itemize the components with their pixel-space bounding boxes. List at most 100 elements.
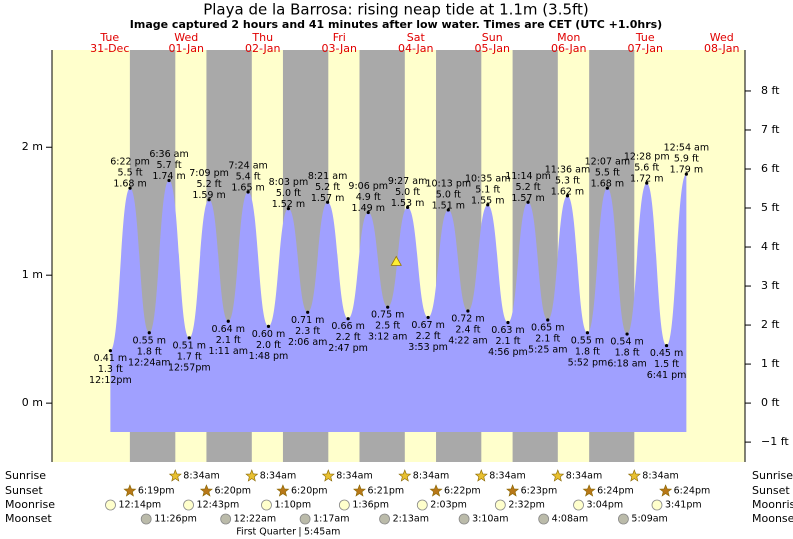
sun-icon: [429, 484, 443, 497]
row-label: Sunset: [752, 484, 790, 497]
moonrise-time: 1:10pm: [274, 500, 311, 511]
sun-icon: [659, 484, 673, 497]
tide-feet-label: 5.0 ft: [395, 187, 420, 198]
tide-extreme-dot: [526, 200, 530, 204]
moonrise-time: 3:41pm: [665, 500, 702, 511]
tide-time-label: 12:54 am: [664, 143, 709, 154]
moon-icon: [618, 513, 629, 525]
tide-time-label: 7:09 pm: [189, 168, 229, 179]
tide-time-label: 2:06 am: [288, 337, 327, 348]
tide-extreme-dot: [466, 309, 470, 313]
tide-extreme-dot: [207, 198, 211, 202]
moonrise-time: 1:36pm: [352, 500, 389, 511]
tide-feet-label: 1.5 ft: [654, 359, 679, 370]
tide-feet-label: 5.6 ft: [634, 163, 659, 174]
tide-area: [110, 174, 687, 432]
sunset-time: 6:19pm: [138, 486, 175, 497]
moon-phase-time: 5:45am: [304, 527, 340, 538]
tide-feet-label: 2.3 ft: [295, 326, 320, 337]
tide-meter-label: 0.63 m: [491, 325, 524, 336]
tide-feet-label: 2.5 ft: [375, 321, 400, 332]
tide-extreme-dot: [366, 210, 370, 215]
tide-extreme-dot: [108, 349, 112, 353]
tide-time-label: 12:07 am: [585, 157, 630, 168]
tide-extreme-dot: [446, 208, 450, 212]
moon-icon: [183, 499, 194, 511]
y2-tick-label: 4 ft: [761, 240, 780, 253]
sun-icon: [123, 484, 137, 497]
tide-time-label: 11:14 pm: [505, 171, 551, 182]
tide-meter-label: 0.72 m: [451, 314, 484, 325]
tide-time-label: 12:57pm: [168, 362, 211, 373]
tide-extreme-dot: [286, 207, 291, 211]
row-label: Moonset: [5, 512, 52, 525]
tide-extreme-dot: [426, 315, 430, 320]
moonrise-time: 3:04pm: [587, 500, 624, 511]
day-date-label: 31-Dec: [90, 42, 129, 55]
moonset-time: 11:26pm: [154, 514, 197, 525]
tide-meter-label: 1.74 m: [152, 171, 185, 182]
day-weekday-label: Thu: [251, 31, 273, 44]
moon-icon: [379, 513, 390, 525]
sun-icon: [506, 484, 520, 497]
tide-feet-label: 5.2 ft: [516, 182, 541, 193]
day-date-label: 04-Jan: [398, 42, 434, 55]
moon-icon: [458, 513, 470, 525]
moon-icon: [299, 513, 311, 525]
tide-extreme-dot: [605, 186, 609, 190]
row-label: Moonrise: [752, 498, 793, 511]
moon-icon: [220, 513, 232, 525]
day-date-label: 02-Jan: [245, 42, 281, 55]
y2-tick-label: −1 ft: [761, 435, 789, 448]
moon-icon: [105, 499, 116, 511]
tide-meter-label: 1.65 m: [231, 183, 264, 194]
tide-meter-label: 1.68 m: [113, 179, 146, 190]
tide-time-label: 1:48 pm: [249, 351, 289, 362]
tide-extreme-dot: [486, 203, 490, 207]
sunset-time: 6:23pm: [521, 486, 558, 497]
moonset-time: 1:17am: [313, 514, 349, 525]
chart-title: Playa de la Barrosa: rising neap tide at…: [203, 1, 589, 19]
tide-time-label: 8:21 am: [308, 171, 347, 182]
tide-meter-label: 1.68 m: [591, 179, 624, 190]
sun-icon: [627, 469, 641, 482]
day-date-label: 08-Jan: [704, 42, 740, 55]
tide-time-label: 6:41 pm: [647, 370, 687, 381]
tide-time-label: 8:03 pm: [269, 177, 309, 188]
tide-time-label: 6:36 am: [149, 149, 188, 160]
sun-icon: [321, 469, 335, 482]
tide-extreme-dot: [625, 332, 629, 336]
tide-extreme-dot: [645, 181, 649, 185]
sunset-time: 6:24pm: [674, 486, 711, 497]
sunrise-time: 8:34am: [642, 471, 678, 482]
moonset-time: 4:08am: [552, 514, 588, 525]
tide-meter-label: 1.52 m: [272, 199, 305, 210]
sunrise-time: 8:34am: [566, 471, 602, 482]
sunset-time: 6:21pm: [367, 486, 404, 497]
y2-tick-label: 3 ft: [761, 279, 780, 292]
moonrise-time: 2:03pm: [430, 500, 467, 511]
tide-meter-label: 0.66 m: [331, 321, 364, 332]
tide-time-label: 4:22 am: [448, 336, 487, 347]
tide-feet-label: 5.2 ft: [315, 182, 340, 193]
tide-feet-label: 5.2 ft: [197, 179, 222, 190]
tide-extreme-dot: [684, 172, 688, 176]
y2-tick-label: 1 ft: [761, 357, 780, 370]
moon-icon: [573, 499, 584, 511]
day-weekday-label: Wed: [174, 31, 198, 44]
sun-icon: [474, 469, 488, 482]
tide-extreme-dot: [406, 205, 410, 209]
tide-meter-label: 0.71 m: [291, 315, 324, 326]
moonrise-time: 12:14pm: [118, 500, 161, 511]
day-date-label: 03-Jan: [321, 42, 357, 55]
tide-time-label: 3:53 pm: [408, 342, 448, 353]
tide-feet-label: 2.1 ft: [535, 333, 560, 344]
tide-meter-label: 0.67 m: [411, 320, 444, 331]
tide-meter-label: 0.55 m: [133, 335, 166, 346]
tide-meter-label: 0.55 m: [571, 335, 604, 346]
sun-icon: [582, 484, 596, 497]
tide-time-label: 12:24am: [128, 357, 170, 368]
sun-icon: [199, 484, 213, 497]
tide-feet-label: 5.4 ft: [236, 172, 261, 183]
tide-extreme-dot: [226, 319, 230, 323]
